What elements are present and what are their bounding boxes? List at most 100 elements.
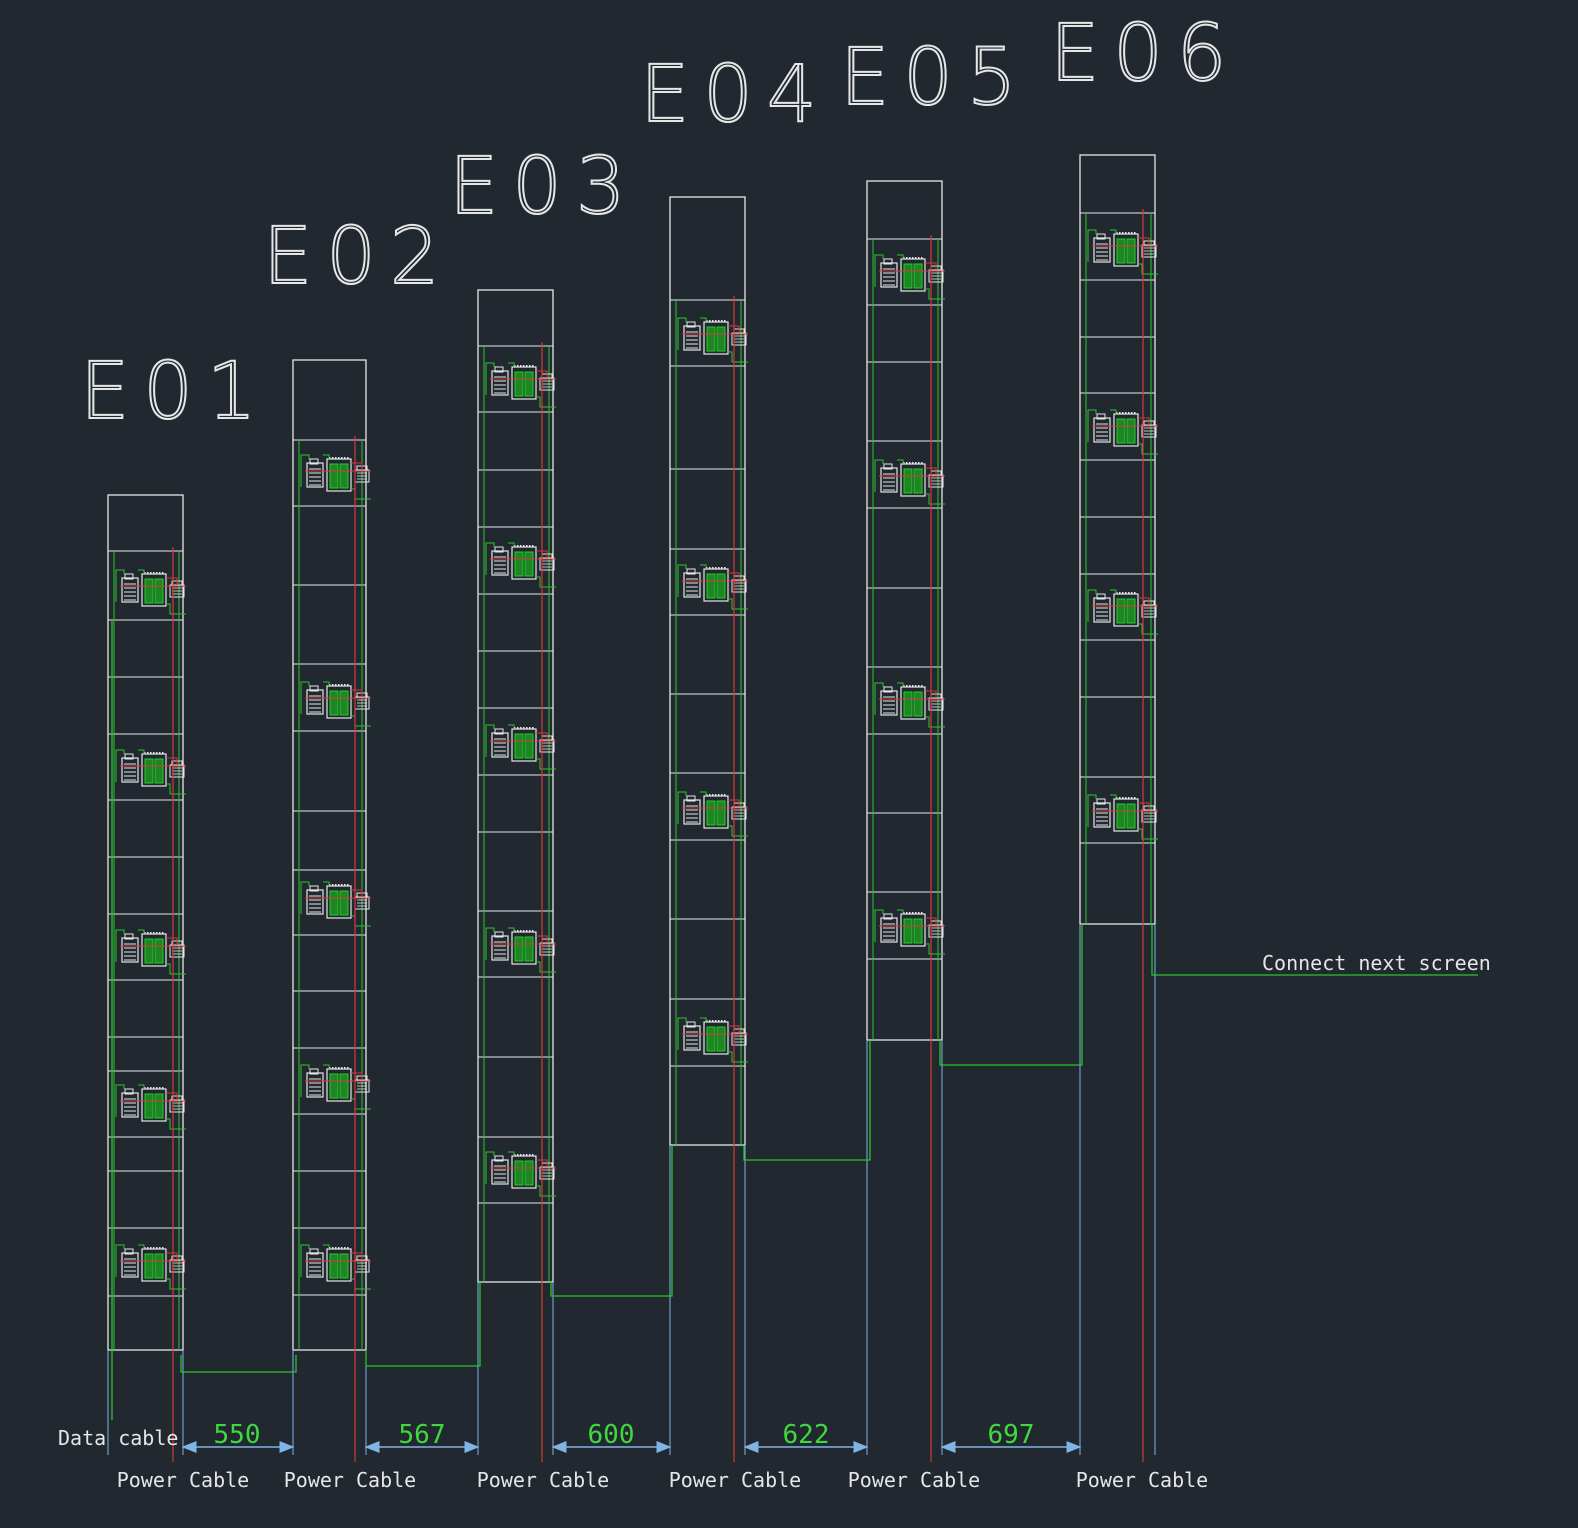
- data-wire: [874, 254, 884, 287]
- data-wire: [166, 603, 186, 615]
- receiver-chip-left: [514, 371, 524, 397]
- data-wire: [1110, 229, 1117, 234]
- receiver-chip-left: [1116, 598, 1126, 624]
- connector-block: [683, 572, 701, 598]
- receiver-chip-right: [716, 573, 726, 599]
- data-wire: [300, 1064, 310, 1097]
- data-wire: [508, 927, 515, 932]
- connector-tab: [1096, 593, 1106, 600]
- receiver-chip-right: [154, 1093, 164, 1119]
- receiver-chip-left: [706, 1026, 716, 1052]
- data-wire: [728, 1051, 748, 1063]
- connector-tab: [494, 931, 504, 938]
- receiver-chip-right: [339, 463, 349, 489]
- data-wire: [677, 791, 687, 824]
- led-receiver-module: [874, 459, 945, 505]
- connector-block: [491, 370, 509, 396]
- power-wire: [925, 690, 937, 698]
- power-wire: [166, 937, 178, 945]
- data-wire: [536, 758, 556, 770]
- receiver-chip-left: [514, 1160, 524, 1186]
- data-wire: [508, 724, 515, 729]
- receiver-chip-right: [524, 1160, 534, 1186]
- receiver-chip-right: [339, 690, 349, 716]
- led-receiver-module: [485, 927, 556, 973]
- data-wire: [166, 1278, 186, 1290]
- receiver-chip-right: [716, 326, 726, 352]
- connector-tab: [309, 685, 319, 692]
- led-receiver-module: [1087, 229, 1158, 275]
- led-receiver-module: [677, 791, 748, 837]
- receiver-chip-left: [706, 573, 716, 599]
- data-wire: [677, 1017, 687, 1050]
- data-wire: [323, 681, 330, 686]
- connector-block: [121, 757, 139, 783]
- data-wire: [300, 454, 310, 487]
- data-wire: [323, 1244, 330, 1249]
- connector-tab: [1096, 798, 1106, 805]
- screen-column-e01: [107, 494, 186, 1462]
- data-wire: [897, 682, 904, 687]
- led-receiver-module: [300, 881, 371, 927]
- data-wire: [351, 1278, 371, 1290]
- led-receiver-module: [300, 454, 371, 500]
- data-wire: [351, 1098, 371, 1110]
- connector-block: [491, 550, 509, 576]
- data-wire: [485, 1151, 495, 1184]
- column-title-e02: E02: [263, 212, 454, 302]
- receiver-chip-left: [144, 578, 154, 604]
- data-cable-link: [365, 1282, 481, 1367]
- data-wire: [166, 963, 186, 975]
- column-title-e06: E06: [1050, 9, 1241, 99]
- led-receiver-module: [300, 1244, 371, 1290]
- led-receiver-module: [115, 749, 186, 795]
- power-wire: [1138, 802, 1150, 810]
- power-cable-label-e02: Power Cable: [284, 1468, 416, 1492]
- receiver-chip-right: [913, 691, 923, 717]
- receiver-chip-right: [913, 263, 923, 289]
- data-cable-label: Data cable: [58, 1426, 178, 1450]
- connector-tab: [686, 1021, 696, 1028]
- data-wire: [1110, 589, 1117, 594]
- cabinet-outline: [669, 196, 746, 1146]
- receiver-chip-right: [339, 1253, 349, 1279]
- dimension-e03-e04: 600: [588, 1420, 635, 1450]
- data-wire: [700, 791, 707, 796]
- connector-tab: [124, 1248, 134, 1255]
- connector-block: [1093, 237, 1111, 263]
- connector-tab: [494, 1155, 504, 1162]
- data-wire: [115, 929, 125, 962]
- receiver-chip-right: [913, 918, 923, 944]
- receiver-chip-left: [329, 1253, 339, 1279]
- connector-block: [121, 1252, 139, 1278]
- led-receiver-module: [300, 1064, 371, 1110]
- receiver-chip-left: [1116, 803, 1126, 829]
- receiver-chip-left: [514, 936, 524, 962]
- data-wire: [536, 1185, 556, 1197]
- data-wire: [508, 542, 515, 547]
- dimension-e04-e05: 622: [783, 1420, 830, 1450]
- receiver-chip-right: [339, 890, 349, 916]
- receiver-chip-right: [154, 1253, 164, 1279]
- screen-column-e03: [477, 289, 556, 1462]
- connector-block: [683, 1025, 701, 1051]
- receiver-chip-left: [903, 468, 913, 494]
- connector-block: [491, 935, 509, 961]
- led-receiver-module: [115, 1084, 186, 1130]
- dimension-e02-e03: 567: [399, 1420, 446, 1450]
- led-receiver-module: [485, 542, 556, 588]
- data-wire: [138, 929, 145, 934]
- connector-block: [306, 1072, 324, 1098]
- led-receiver-module: [485, 1151, 556, 1197]
- connector-block: [306, 889, 324, 915]
- receiver-chip-right: [913, 468, 923, 494]
- power-wire: [728, 325, 740, 333]
- screen-column-e04: [669, 196, 748, 1462]
- connector-tab: [1096, 233, 1106, 240]
- data-wire: [485, 542, 495, 575]
- data-wire: [138, 569, 145, 574]
- connector-tab: [686, 795, 696, 802]
- connector-block: [880, 467, 898, 493]
- column-title-e01: E01: [80, 347, 271, 437]
